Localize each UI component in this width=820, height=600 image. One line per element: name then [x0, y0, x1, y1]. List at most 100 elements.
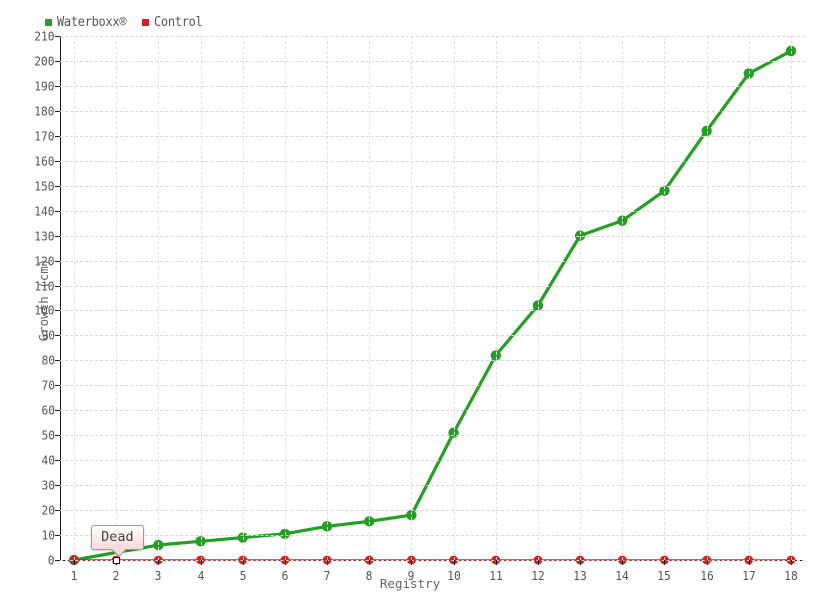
x-axis-tick — [495, 560, 497, 565]
y-axis-tick-label: 200 — [34, 53, 55, 69]
gridline-horizontal — [60, 510, 805, 512]
y-axis-tick — [55, 410, 60, 412]
y-axis-tick-label: 120 — [34, 253, 55, 269]
y-axis-tick-label: 50 — [41, 427, 55, 443]
gridline-horizontal — [60, 110, 805, 112]
y-axis-tick-label: 100 — [34, 302, 55, 318]
gridline-horizontal — [60, 535, 805, 537]
gridline-vertical — [622, 36, 624, 560]
data-point[interactable] — [407, 555, 416, 565]
y-axis-tick — [55, 160, 60, 162]
gridline-horizontal — [60, 285, 805, 287]
x-axis-tick — [327, 560, 329, 565]
gridline-vertical — [74, 36, 75, 560]
y-axis-tick — [55, 110, 60, 112]
data-point[interactable] — [449, 555, 458, 565]
series-line-waterboxx — [72, 49, 793, 562]
y-axis-tick-label: 210 — [34, 28, 55, 44]
x-axis-tick — [453, 560, 455, 565]
y-axis-tick — [55, 260, 60, 262]
y-axis-tick — [55, 285, 60, 287]
y-axis-tick-label: 90 — [41, 327, 55, 343]
gridline-vertical — [495, 36, 497, 560]
data-point[interactable] — [702, 555, 712, 565]
gridline-vertical — [327, 36, 329, 560]
y-axis-tick — [55, 60, 60, 62]
x-axis-tick — [200, 560, 202, 565]
gridline-horizontal — [60, 135, 805, 137]
x-axis-tick-label: 13 — [573, 568, 587, 583]
series-layer — [68, 45, 797, 566]
gridline-vertical — [537, 36, 539, 560]
data-point[interactable] — [660, 555, 669, 565]
y-axis-tick-label: 20 — [41, 502, 55, 518]
y-axis-tick — [55, 435, 60, 437]
x-axis-tick-label: 3 — [154, 568, 162, 583]
y-axis-tick-label: 60 — [41, 402, 55, 418]
y-axis-tick-label: 40 — [41, 452, 55, 468]
gridline-horizontal — [60, 460, 805, 462]
y-axis-tick — [55, 210, 60, 212]
data-point[interactable] — [744, 555, 754, 565]
y-axis-tick-label: 140 — [34, 203, 55, 219]
data-point[interactable] — [69, 555, 79, 565]
gridline-horizontal — [60, 260, 805, 262]
data-point[interactable] — [364, 555, 374, 565]
data-point[interactable] — [617, 555, 627, 565]
data-point[interactable] — [280, 555, 290, 565]
x-axis-tick-label: 18 — [784, 568, 798, 583]
gridline-vertical — [411, 36, 413, 560]
x-axis-tick — [748, 560, 750, 565]
x-axis-tick-label: 6 — [281, 568, 289, 583]
legend-label-waterboxx: Waterboxx® — [57, 14, 127, 30]
gridline-horizontal — [60, 385, 805, 387]
y-axis-tick — [55, 560, 60, 561]
x-axis-tick — [622, 560, 624, 565]
x-axis-tick-label: 9 — [408, 568, 415, 583]
x-axis-tick-label: 11 — [488, 568, 503, 583]
gridline-horizontal — [60, 210, 805, 212]
x-axis-tick — [411, 560, 413, 565]
gridline-horizontal — [60, 85, 805, 87]
x-axis-tick-labels: 1 2 3 4 5 6 7 8 9 10 11 12 13 14 15 16 17 18 — [60, 560, 805, 584]
data-point[interactable] — [153, 555, 163, 565]
data-point[interactable] — [533, 555, 543, 565]
data-point[interactable] — [575, 555, 585, 565]
gridline-vertical — [284, 36, 286, 560]
plot-area — [55, 36, 805, 566]
dead-point-marker[interactable] — [112, 556, 120, 564]
x-axis-tick-label: 10 — [446, 568, 461, 583]
x-axis-tick — [284, 560, 286, 565]
x-axis-tick-label: 12 — [531, 568, 545, 583]
x-axis-tick — [242, 560, 244, 565]
data-point[interactable] — [238, 555, 248, 565]
data-point[interactable] — [196, 555, 205, 565]
x-axis-tick-label: 1 — [70, 568, 78, 583]
x-axis-tick — [369, 560, 371, 565]
gridline-horizontal — [60, 36, 805, 37]
y-axis-tick — [55, 185, 60, 187]
x-axis-tick — [664, 560, 666, 565]
y-axis-line — [60, 36, 61, 560]
gridline-vertical — [664, 36, 666, 560]
data-point[interactable] — [491, 555, 501, 565]
legend-item-waterboxx[interactable]: Waterboxx® — [45, 16, 132, 29]
x-axis-tick-label: 17 — [742, 568, 756, 583]
gridline-horizontal — [60, 310, 805, 312]
dead-tooltip: Dead — [91, 525, 144, 558]
y-axis-tick — [55, 460, 60, 462]
x-axis-tick-label: 8 — [365, 568, 373, 583]
y-axis-tick-label: 80 — [41, 352, 55, 368]
data-point[interactable] — [786, 555, 796, 565]
y-axis-tick — [55, 310, 60, 312]
legend-item-control[interactable]: Control — [142, 16, 207, 29]
gridline-vertical — [791, 36, 792, 560]
y-axis-tick — [55, 510, 60, 512]
y-axis-tick — [55, 335, 60, 337]
gridline-vertical — [706, 36, 708, 560]
x-axis-tick — [706, 560, 708, 565]
y-axis-tick-label: 70 — [41, 377, 55, 393]
data-point[interactable] — [322, 555, 332, 565]
legend-label-control: Control — [154, 14, 203, 30]
